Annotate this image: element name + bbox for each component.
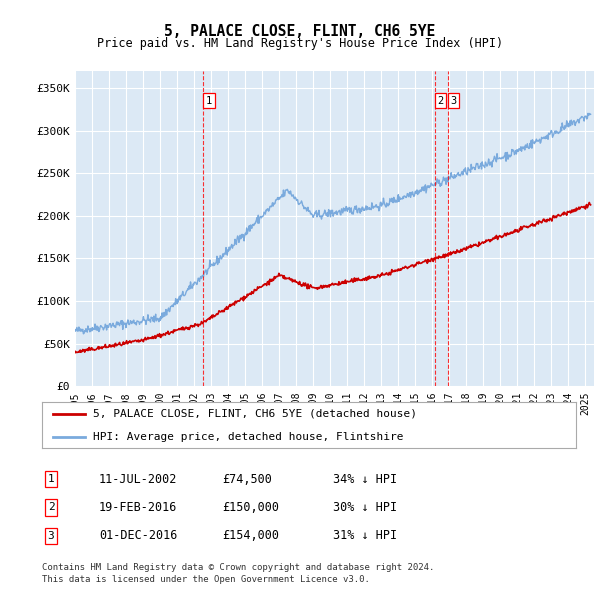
Text: £74,500: £74,500 <box>222 473 272 486</box>
Text: 01-DEC-2016: 01-DEC-2016 <box>99 529 178 542</box>
Text: This data is licensed under the Open Government Licence v3.0.: This data is licensed under the Open Gov… <box>42 575 370 584</box>
Text: 34% ↓ HPI: 34% ↓ HPI <box>333 473 397 486</box>
Text: 3: 3 <box>451 96 457 106</box>
Text: 1: 1 <box>47 474 55 484</box>
Text: Contains HM Land Registry data © Crown copyright and database right 2024.: Contains HM Land Registry data © Crown c… <box>42 563 434 572</box>
Text: £150,000: £150,000 <box>222 501 279 514</box>
Text: 2: 2 <box>437 96 443 106</box>
Text: 1: 1 <box>206 96 212 106</box>
Text: 2: 2 <box>47 503 55 512</box>
Text: £154,000: £154,000 <box>222 529 279 542</box>
Text: HPI: Average price, detached house, Flintshire: HPI: Average price, detached house, Flin… <box>93 432 403 442</box>
Text: Price paid vs. HM Land Registry's House Price Index (HPI): Price paid vs. HM Land Registry's House … <box>97 37 503 50</box>
Text: 19-FEB-2016: 19-FEB-2016 <box>99 501 178 514</box>
Text: 5, PALACE CLOSE, FLINT, CH6 5YE: 5, PALACE CLOSE, FLINT, CH6 5YE <box>164 24 436 38</box>
Text: 5, PALACE CLOSE, FLINT, CH6 5YE (detached house): 5, PALACE CLOSE, FLINT, CH6 5YE (detache… <box>93 409 417 419</box>
Text: 30% ↓ HPI: 30% ↓ HPI <box>333 501 397 514</box>
Text: 11-JUL-2002: 11-JUL-2002 <box>99 473 178 486</box>
Text: 31% ↓ HPI: 31% ↓ HPI <box>333 529 397 542</box>
Text: 3: 3 <box>47 531 55 540</box>
